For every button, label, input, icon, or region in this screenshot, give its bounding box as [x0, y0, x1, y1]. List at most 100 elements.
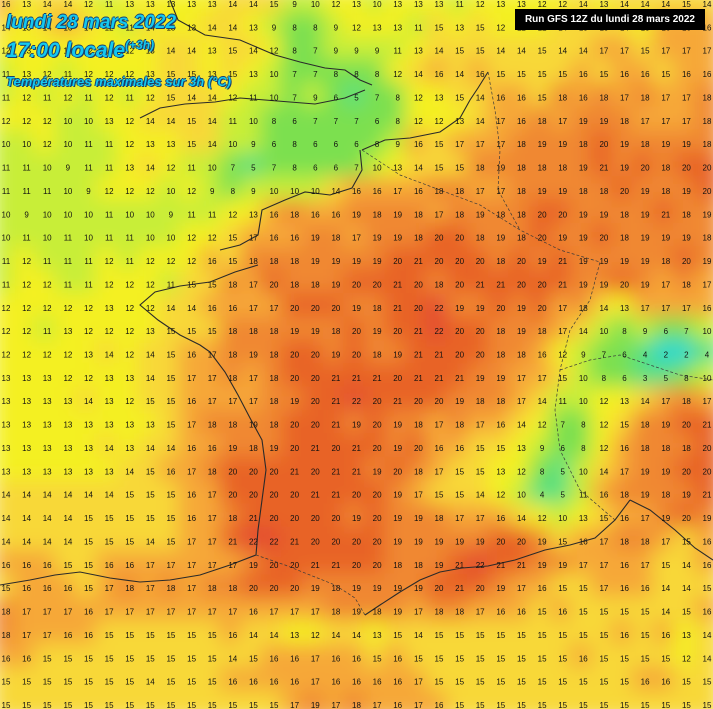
grid-value: 14 [703, 0, 712, 9]
grid-value: 18 [682, 280, 691, 289]
grid-value: 5 [560, 491, 565, 500]
grid-value: 18 [455, 421, 464, 430]
grid-value: 6 [334, 140, 339, 149]
coastline-layer [0, 0, 713, 616]
grid-value: 13 [125, 164, 134, 173]
grid-value: 16 [84, 631, 93, 640]
grid-value: 14 [208, 94, 217, 103]
grid-value: 11 [167, 280, 176, 289]
grid-value: 21 [455, 374, 464, 383]
grid-value: 11 [126, 94, 135, 103]
grid-value: 16 [393, 654, 402, 663]
grid-value: 17 [187, 584, 196, 593]
grid-value: 20 [373, 537, 382, 546]
grid-value: 19 [599, 117, 608, 126]
grid-value: 10 [22, 140, 31, 149]
grid-value: 14 [146, 678, 155, 687]
grid-value: 18 [414, 210, 423, 219]
grid-value: 14 [331, 187, 340, 196]
grid-value: 13 [414, 47, 423, 56]
grid-value: 16 [228, 304, 237, 313]
grid-value: 13 [146, 421, 155, 430]
grid-value: 19 [393, 537, 402, 546]
grid-value: 17 [414, 491, 423, 500]
grid-value: 10 [517, 491, 526, 500]
grid-value: 15 [538, 608, 547, 617]
grid-value: 6 [622, 374, 627, 383]
grid-value: 19 [311, 701, 320, 709]
grid-value: 17 [579, 561, 588, 570]
grid-value: 17 [476, 514, 485, 523]
grid-value: 17 [311, 608, 320, 617]
grid-value: 11 [2, 257, 11, 266]
grid-value: 18 [208, 467, 217, 476]
grid-value: 17 [43, 631, 52, 640]
grid-value: 12 [599, 444, 608, 453]
grid-value: 17 [476, 187, 485, 196]
grid-value: 18 [661, 164, 670, 173]
grid-value: 16 [661, 631, 670, 640]
field-cell [693, 293, 713, 323]
grid-value: 12 [105, 327, 114, 336]
grid-value: 21 [331, 397, 340, 406]
grid-value: 15 [208, 678, 217, 687]
grid-value: 11 [2, 70, 11, 79]
grid-value: 15 [166, 678, 175, 687]
grid-value: 17 [228, 397, 237, 406]
grid-value: 18 [620, 117, 629, 126]
grid-value: 11 [579, 491, 588, 500]
grid-value: 7 [354, 117, 359, 126]
grid-value: 14 [84, 491, 93, 500]
grid-value: 16 [187, 397, 196, 406]
grid-value: 12 [435, 117, 444, 126]
grid-value: 15 [435, 631, 444, 640]
grid-value: 21 [414, 257, 423, 266]
grid-value: 16 [166, 467, 175, 476]
grid-value: 18 [435, 280, 444, 289]
grid-value: 4 [643, 351, 648, 360]
grid-value: 18 [496, 397, 505, 406]
grid-value: 10 [166, 187, 175, 196]
grid-value: 19 [352, 257, 361, 266]
grid-value: 15 [22, 701, 31, 709]
grid-value: 10 [2, 210, 11, 219]
grid-value: 18 [228, 514, 237, 523]
field-cell [693, 129, 713, 159]
grid-value: 20 [538, 280, 547, 289]
grid-value: 13 [84, 351, 93, 360]
field-cell [693, 152, 713, 183]
grid-value: 15 [558, 70, 567, 79]
grid-value: 19 [393, 210, 402, 219]
grid-value: 15 [187, 70, 196, 79]
grid-value: 6 [334, 94, 339, 103]
grid-value: 14 [620, 0, 629, 9]
grid-value: 17 [476, 608, 485, 617]
field-cell [693, 550, 713, 580]
grid-value: 12 [125, 47, 134, 56]
map-parameter: Températures maximales sur 3h (°C) [6, 74, 232, 89]
grid-value: 15 [146, 397, 155, 406]
grid-value: 13 [105, 397, 114, 406]
grid-value: 17 [187, 561, 196, 570]
grid-value: 10 [63, 117, 72, 126]
grid-value: 20 [393, 467, 402, 476]
grid-value: 12 [414, 117, 423, 126]
grid-value: 13 [43, 374, 52, 383]
grid-value: 12 [22, 327, 31, 336]
grid-value: 20 [393, 374, 402, 383]
grid-value: 11 [22, 187, 31, 196]
grid-value: 14 [125, 467, 134, 476]
grid-value: 12 [22, 351, 31, 360]
grid-value: 14 [187, 94, 196, 103]
grid-value: 12 [187, 234, 196, 243]
grid-value: 21 [331, 561, 340, 570]
grid-value: 16 [538, 584, 547, 593]
grid-value: 17 [249, 234, 258, 243]
grid-value: 14 [641, 397, 650, 406]
grid-value: 14 [579, 0, 588, 9]
grid-value: 15 [208, 327, 217, 336]
grid-value: 13 [2, 397, 11, 406]
grid-value: 15 [146, 514, 155, 523]
